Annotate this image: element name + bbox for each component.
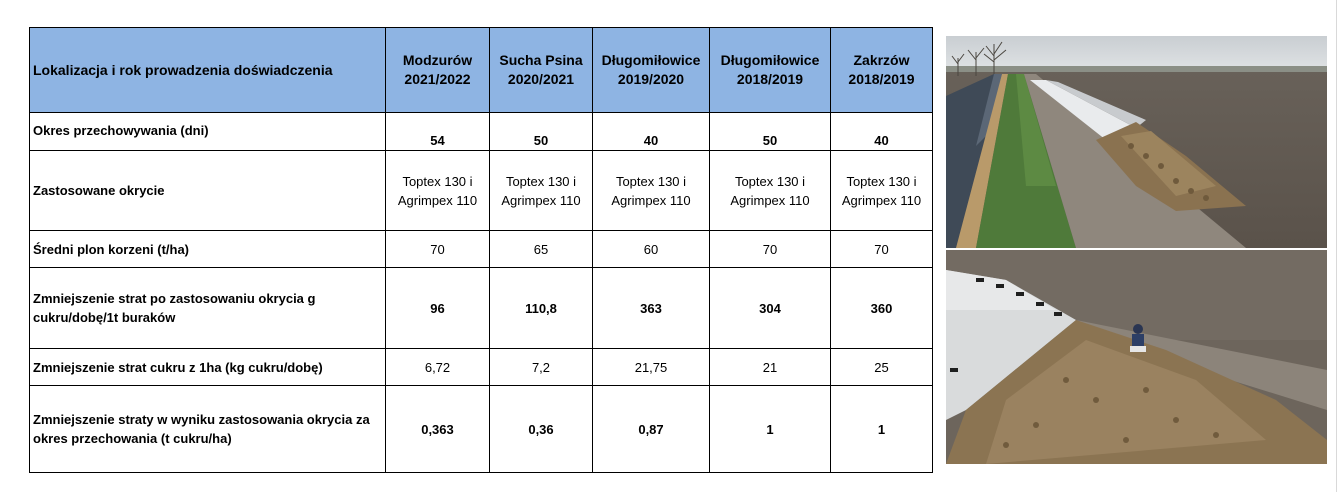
column-name: Sucha Psina bbox=[499, 52, 583, 68]
table-cell: Toptex 130 i Agrimpex 110 bbox=[489, 150, 593, 231]
table-cell: 50 bbox=[489, 112, 593, 151]
table-cell: 40 bbox=[830, 112, 933, 151]
table-cell: 110,8 bbox=[489, 267, 593, 349]
column-years: 2020/2021 bbox=[507, 71, 575, 87]
column-years: 2018/2019 bbox=[736, 71, 804, 87]
table-cell: 7,2 bbox=[489, 348, 593, 386]
table-cell: 363 bbox=[592, 267, 710, 349]
table-cell: 65 bbox=[489, 230, 593, 268]
column-name: Długomiłowice bbox=[601, 52, 701, 68]
table-cell: 21,75 bbox=[592, 348, 710, 386]
table-cell: 70 bbox=[709, 230, 831, 268]
table-cell: 21 bbox=[709, 348, 831, 386]
table-cell: Toptex 130 i Agrimpex 110 bbox=[592, 150, 710, 231]
table-cell: 360 bbox=[830, 267, 933, 349]
column-years: 2021/2022 bbox=[404, 71, 471, 87]
row-label: Zmniejszenie strat cukru z 1ha (kg cukru… bbox=[29, 348, 386, 386]
table-cell: 0,87 bbox=[592, 385, 710, 473]
row-label: Okres przechowywania (dni) bbox=[29, 112, 386, 151]
table-row: Okres przechowywania (dni) 54 50 40 50 4… bbox=[29, 112, 933, 151]
table-row: Zmniejszenie strat po zastosowaniu okryc… bbox=[29, 267, 933, 349]
table-cell: 60 bbox=[592, 230, 710, 268]
column-header: Sucha Psina 2020/2021 bbox=[489, 27, 593, 113]
table-cell: 40 bbox=[592, 112, 710, 151]
table-row: Zmniejszenie strat cukru z 1ha (kg cukru… bbox=[29, 348, 933, 386]
table-cell: 6,72 bbox=[385, 348, 490, 386]
table-cell: 70 bbox=[385, 230, 490, 268]
results-table: Lokalizacja i rok prowadzenia doświadcze… bbox=[29, 27, 933, 473]
results-table-container: Lokalizacja i rok prowadzenia doświadcze… bbox=[29, 27, 933, 473]
column-name: Modzurów bbox=[402, 52, 473, 68]
table-cell: Toptex 130 i Agrimpex 110 bbox=[709, 150, 831, 231]
table-cell: 96 bbox=[385, 267, 490, 349]
table-row: Zastosowane okrycie Toptex 130 i Agrimpe… bbox=[29, 150, 933, 231]
table-row: Średni plon korzeni (t/ha) 70 65 60 70 7… bbox=[29, 230, 933, 268]
column-header: Modzurów 2021/2022 bbox=[385, 27, 490, 113]
table-cell: 50 bbox=[709, 112, 831, 151]
header-row: Lokalizacja i rok prowadzenia doświadcze… bbox=[29, 27, 933, 113]
column-header: Długomiłowice 2019/2020 bbox=[592, 27, 710, 113]
table-cell: Toptex 130 i Agrimpex 110 bbox=[385, 150, 490, 231]
row-label: Zmniejszenie straty w wyniku zastosowani… bbox=[29, 385, 386, 473]
table-cell: 1 bbox=[830, 385, 933, 473]
table-cell: 25 bbox=[830, 348, 933, 386]
table-cell: 1 bbox=[709, 385, 831, 473]
beet-pile-photo-top-image bbox=[946, 36, 1327, 248]
beet-pile-photo-top bbox=[946, 36, 1327, 248]
table-row: Zmniejszenie straty w wyniku zastosowani… bbox=[29, 385, 933, 473]
table-cell: 0,36 bbox=[489, 385, 593, 473]
table-cell: 0,363 bbox=[385, 385, 490, 473]
table-cell: Toptex 130 i Agrimpex 110 bbox=[830, 150, 933, 231]
column-years: 2018/2019 bbox=[848, 71, 915, 87]
table-cell: 70 bbox=[830, 230, 933, 268]
beet-pile-photo-bottom-image bbox=[946, 250, 1327, 464]
row-label: Średni plon korzeni (t/ha) bbox=[29, 230, 386, 268]
header-label: Lokalizacja i rok prowadzenia doświadcze… bbox=[29, 27, 386, 113]
row-label: Zastosowane okrycie bbox=[29, 150, 386, 231]
table-cell: 304 bbox=[709, 267, 831, 349]
column-years: 2019/2020 bbox=[617, 71, 685, 87]
column-header: Zakrzów 2018/2019 bbox=[830, 27, 933, 113]
column-name: Zakrzów bbox=[853, 52, 910, 68]
row-label: Zmniejszenie strat po zastosowaniu okryc… bbox=[29, 267, 386, 349]
beet-pile-photo-bottom bbox=[946, 250, 1327, 464]
column-name: Długomiłowice bbox=[720, 52, 820, 68]
table-cell: 54 bbox=[385, 112, 490, 151]
column-header: Długomiłowice 2018/2019 bbox=[709, 27, 831, 113]
